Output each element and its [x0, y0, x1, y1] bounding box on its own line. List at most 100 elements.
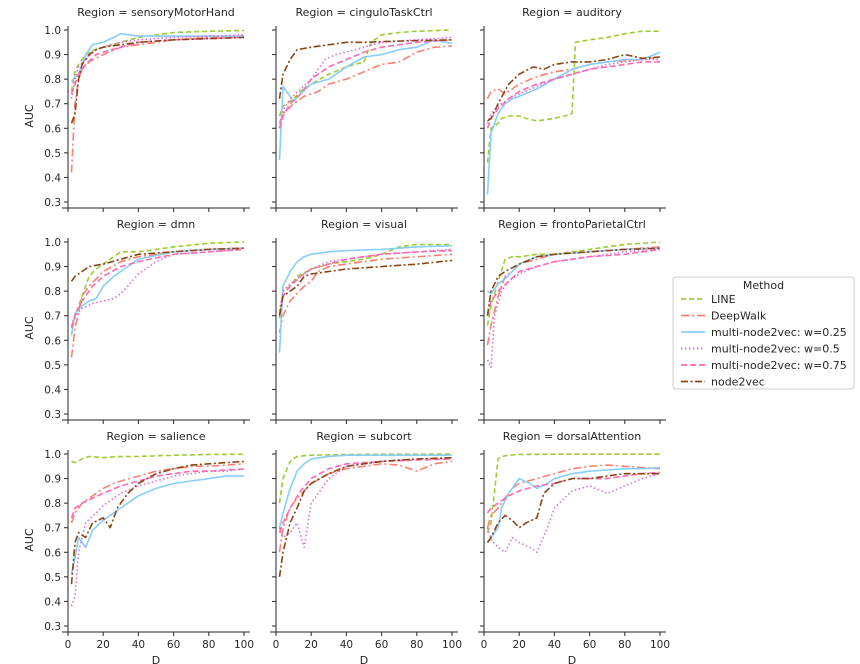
y-tick-label: 0.6	[44, 335, 61, 347]
x-tick-label: 40	[548, 639, 561, 651]
facet-title: Region = sensoryMotorHand	[77, 6, 235, 19]
series-line-multi-node2vec-w-0-75	[278, 39, 453, 129]
x-tick-label: 0	[273, 639, 280, 651]
series-line-multi-node2vec-w-0-75	[70, 467, 245, 519]
legend-title: Method	[743, 279, 784, 292]
y-tick-label: 0.4	[44, 596, 61, 608]
legend: Method LINE DeepWalk multi-node2vec: w=0.25…	[672, 276, 855, 390]
x-tick-label: 60	[375, 639, 388, 651]
series-line-multi-node2vec-w-0-5	[70, 34, 245, 99]
y-tick-label: 0.7	[44, 311, 61, 323]
series-line-line	[486, 30, 660, 163]
series-line-deepwalk	[278, 253, 453, 334]
y-tick-label: 0.6	[44, 123, 61, 135]
series-line-node2vec	[70, 460, 245, 585]
facet-panel-4: Region = dmn 0.3 0.4 0.5 0.6 0.7 0.8 0.9 1.0 AUC	[23, 218, 250, 424]
x-axis-label: D	[568, 654, 576, 664]
facet-title: Region = cinguloTaskCtrl	[296, 6, 433, 19]
y-tick-label: 1.0	[44, 25, 61, 37]
facet-title: Region = dmn	[117, 218, 196, 231]
y-tick-label: 0.6	[44, 547, 61, 559]
x-tick-label: 80	[618, 639, 631, 651]
x-tick-label: 0	[481, 639, 488, 651]
series-line-multi-node2vec-w-0-5	[70, 467, 245, 607]
x-tick-label: 80	[202, 639, 215, 651]
series-line-multi-node2vec-w-0-5	[278, 248, 453, 311]
x-tick-label: 40	[132, 639, 145, 651]
facet-panel-6: Region = frontoParietalCtrl	[478, 218, 666, 424]
series-line-deepwalk	[486, 464, 661, 528]
y-tick-label: 0.9	[44, 50, 61, 62]
series-line-multi-node2vec-w-0-25	[278, 38, 453, 161]
x-tick-label: 80	[410, 639, 423, 651]
series-line-node2vec	[278, 39, 453, 99]
series-line-line	[486, 241, 661, 326]
facet-title: Region = dorsalAttention	[503, 430, 641, 443]
series-line-multi-node2vec-w-0-75	[70, 248, 245, 329]
series-line-multi-node2vec-w-0-75	[278, 458, 453, 533]
y-axis-label: AUC	[23, 528, 36, 552]
series-line-multi-node2vec-w-0-5	[70, 248, 245, 326]
x-tick-label: 60	[167, 639, 180, 651]
x-tick-label: 100	[650, 639, 670, 651]
series-line-line	[70, 241, 245, 336]
facet-panel-3: Region = auditory	[478, 6, 666, 212]
series-line-multi-node2vec-w-0-75	[486, 248, 661, 316]
y-tick-label: 1.0	[44, 237, 61, 249]
facet-title: Region = subcort	[316, 430, 412, 443]
y-axis-label: AUC	[23, 316, 36, 340]
series-line-multi-node2vec-w-0-25	[70, 475, 244, 575]
series-line-deepwalk	[278, 460, 453, 553]
series-line-node2vec	[278, 456, 453, 578]
series-line-multi-node2vec-w-0-75	[486, 61, 660, 129]
y-tick-label: 0.4	[44, 172, 61, 184]
series-line-line	[70, 29, 245, 92]
series-line-multi-node2vec-w-0-5	[278, 458, 452, 549]
series-line-deepwalk	[70, 463, 245, 524]
legend-entry: multi-node2vec: w=0.5	[711, 343, 840, 356]
series-line-multi-node2vec-w-0-25	[486, 51, 661, 195]
series-line-multi-node2vec-w-0-5	[486, 472, 661, 554]
series-line-multi-node2vec-w-0-25	[278, 244, 453, 353]
x-tick-label: 100	[442, 639, 462, 651]
y-tick-label: 0.8	[44, 74, 61, 86]
y-tick-label: 0.8	[44, 498, 61, 510]
series-line-deepwalk	[486, 246, 661, 346]
series-line-node2vec	[70, 247, 245, 282]
series-line-multi-node2vec-w-0-5	[486, 248, 661, 369]
series-line-line	[71, 453, 245, 464]
legend-entry: node2vec	[711, 376, 765, 389]
series-line-multi-node2vec-w-0-25	[278, 454, 452, 528]
legend-entry: multi-node2vec: w=0.25	[711, 326, 847, 339]
series-line-node2vec	[487, 53, 661, 122]
series-line-multi-node2vec-w-0-75	[70, 36, 245, 95]
x-axis-label: D	[152, 654, 160, 664]
legend-frame	[672, 276, 855, 390]
series-line-multi-node2vec-w-0-25	[487, 247, 661, 295]
y-axis-label: AUC	[23, 104, 36, 128]
y-tick-label: 0.8	[44, 286, 61, 298]
x-tick-label: 40	[340, 639, 353, 651]
series-line-node2vec	[486, 472, 660, 543]
y-tick-label: 0.3	[44, 621, 61, 633]
facet-panel-1: Region = sensoryMotorHand 0.3 0.4 0.5 0.6 0.7…	[23, 6, 250, 212]
series-line-multi-node2vec-w-0-5	[278, 36, 453, 129]
series-line-line	[278, 453, 452, 504]
facet-panel-5: Region = visual	[270, 218, 458, 424]
series-line-node2vec	[70, 36, 245, 124]
series-line-line	[486, 453, 660, 533]
series-line-multi-node2vec-w-0-25	[70, 32, 244, 83]
facet-panel-7: Region = salience 0.3 0.4 0.5 0.6 0.7 0.8 0.9 1.…	[23, 430, 254, 664]
series-line-deepwalk	[278, 45, 453, 124]
x-tick-label: 20	[305, 639, 318, 651]
x-tick-label: 60	[583, 639, 596, 651]
x-tick-label: 20	[513, 639, 526, 651]
x-tick-label: 100	[234, 639, 254, 651]
legend-entry: DeepWalk	[711, 310, 767, 323]
y-tick-label: 0.9	[44, 474, 61, 486]
y-tick-label: 0.5	[44, 572, 61, 584]
y-tick-label: 1.0	[44, 449, 61, 461]
y-tick-label: 0.5	[44, 360, 61, 372]
x-tick-label: 20	[97, 639, 110, 651]
